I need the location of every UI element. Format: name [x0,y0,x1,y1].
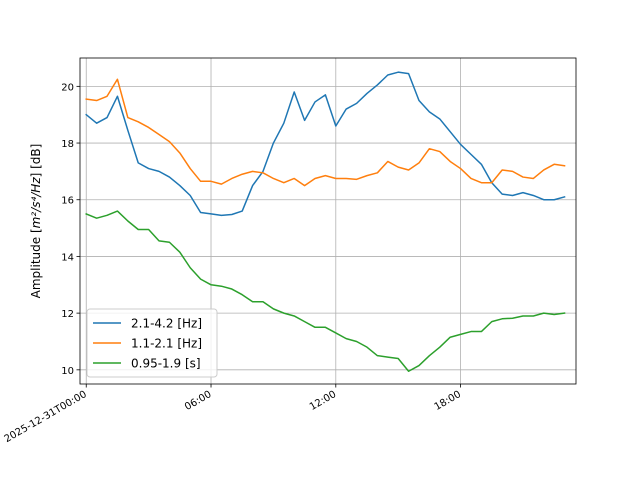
legend-label-3: 0.95-1.9 [s] [131,357,201,371]
grid [80,58,576,384]
y-tick-label: 14 [61,252,74,263]
series-line-1 [85,71,566,217]
y-axis: 10 12 14 16 18 20 [61,82,80,377]
legend-label-1: 2.1-4.2 [Hz] [131,317,202,331]
y-tick-label: 16 [61,196,74,207]
y-tick-label: 20 [61,82,74,93]
y-axis-label: Amplitude [m²/s⁴/Hz] [dB] [29,144,43,299]
legend-label-2: 1.1-2.1 [Hz] [131,337,202,351]
plot-frame [79,57,577,385]
series-line-2 [85,78,566,187]
series-line-3 [85,210,566,372]
y-tick-label: 12 [61,309,74,320]
legend-box [86,308,218,378]
series-layer [85,71,566,372]
y-tick-label: 10 [61,366,74,377]
y-tick-label: 18 [61,139,74,150]
legend: 2.1-4.2 [Hz] 1.1-2.1 [Hz] 0.95-1.9 [s] [86,308,218,378]
